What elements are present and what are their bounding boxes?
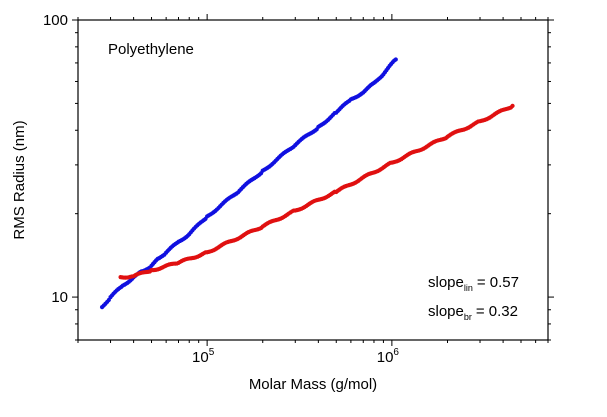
slope-br-base: slope: [428, 303, 464, 320]
slope-br-annotation: slopebr = 0.32: [428, 303, 518, 322]
data-point: [510, 103, 515, 108]
series-1: [118, 103, 515, 280]
y-axis-label: RMS Radius (nm): [11, 120, 28, 239]
x-tick-base: 10: [192, 349, 209, 366]
y-tick-label: 10: [51, 289, 68, 306]
sample-label: Polyethylene: [108, 41, 194, 58]
data-point: [393, 57, 398, 62]
x-tick-exponent: 6: [393, 347, 399, 358]
slope-br-subscript: br: [464, 312, 472, 322]
slope-br-value: = 0.32: [476, 303, 518, 320]
plot-frame: [77, 19, 549, 341]
slope-lin-subscript: lin: [464, 283, 473, 293]
slope-lin-value: = 0.57: [477, 274, 519, 291]
slope-lin-base: slope: [428, 274, 464, 291]
x-tick-exponent: 5: [209, 347, 215, 358]
x-axis-label: Molar Mass (g/mol): [249, 376, 377, 393]
x-tick-label: 106: [377, 347, 400, 366]
y-tick-label: 100: [43, 12, 68, 29]
slope-lin-annotation: slopelin = 0.57: [428, 274, 519, 293]
x-tick-base: 10: [377, 349, 394, 366]
series-0: [99, 57, 398, 310]
x-tick-label: 105: [192, 347, 215, 366]
